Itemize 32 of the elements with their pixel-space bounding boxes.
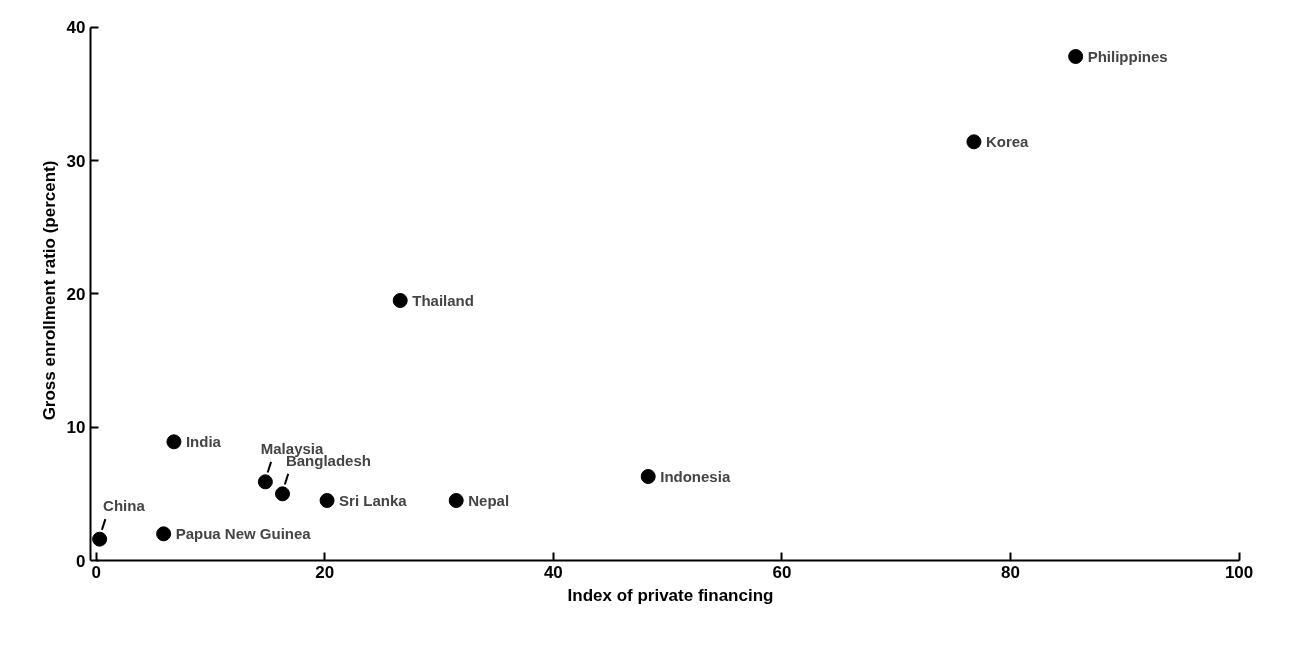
point (392, 293, 408, 308)
point (92, 531, 108, 547)
point (166, 434, 182, 450)
annotation: Thailand (412, 292, 474, 309)
point (448, 493, 464, 508)
y-tick-label: 10 (66, 418, 86, 438)
point (257, 474, 273, 490)
point (1068, 49, 1084, 64)
x-tick-label: 0 (91, 562, 101, 582)
x-tick-label: 40 (543, 562, 563, 582)
annotation: India (185, 433, 222, 451)
y-tick-label: 40 (66, 18, 86, 38)
x-axis-title: Index of private financing (567, 585, 774, 605)
y-tick-label: 30 (66, 151, 86, 171)
point (275, 486, 290, 502)
point (319, 493, 335, 508)
annotation: Korea (985, 133, 1030, 151)
point (156, 526, 172, 542)
annotation: Sri Lanka (339, 492, 408, 509)
annotation: Indonesia (660, 468, 731, 485)
y-tick-label: 20 (66, 284, 86, 304)
x-tick-label: 80 (1001, 562, 1020, 582)
annotation: China (103, 496, 146, 514)
x-tick-label: 60 (772, 562, 792, 582)
annotation: Nepal (468, 492, 510, 509)
point (640, 469, 656, 484)
y-axis-title: Gross enrollment ratio (percent) (39, 160, 59, 421)
point (966, 134, 982, 150)
x-tick-label: 100 (1224, 562, 1254, 582)
annotation: Papua New Guinea (175, 525, 312, 543)
x-tick-label: 20 (315, 562, 335, 582)
annotation: Philippines (1087, 48, 1168, 65)
